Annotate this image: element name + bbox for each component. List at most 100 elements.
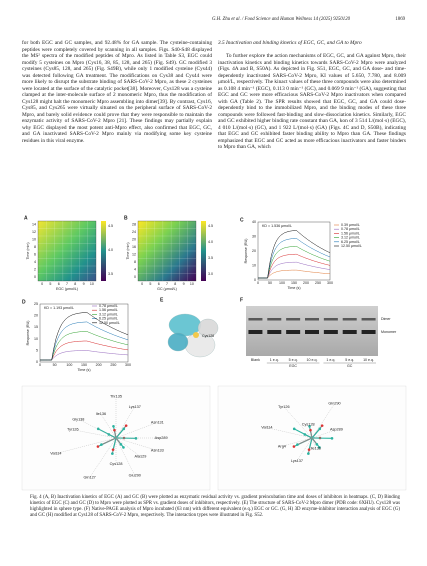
group-label: EGC: [289, 364, 297, 368]
gel-band: [342, 318, 357, 321]
gel-band: [267, 330, 282, 334]
sensorgram-curve: [40, 331, 129, 361]
residue-label: Gln290: [328, 402, 340, 406]
atom: [111, 452, 114, 455]
panel-label: F: [240, 297, 243, 303]
x-tick-label: 50: [53, 363, 57, 367]
x-tick-label: 0: [41, 282, 43, 286]
interaction-line: [281, 437, 313, 447]
x-tick-label: 8: [74, 282, 76, 286]
sensorgram-curve: [258, 261, 331, 279]
sensorgram-curve: [40, 321, 129, 361]
y-tick-label: 16: [132, 245, 136, 249]
y-tick-label: 10: [32, 238, 36, 242]
residue-label: Asp289: [330, 428, 343, 432]
bond: [115, 437, 122, 445]
x-tick-label: 5: [149, 282, 151, 286]
y-tick-label: 0: [254, 278, 256, 282]
atom: [112, 424, 115, 428]
y-tick-label: 30: [252, 234, 256, 238]
x-tick-label: 300: [125, 363, 131, 367]
y-tick-label: 20: [252, 249, 256, 253]
bond: [112, 437, 117, 450]
residue-label: Cys128: [110, 462, 123, 466]
interaction-line: [115, 437, 135, 476]
protein-ribbon: [197, 318, 219, 338]
kd-annotation: KD = 1.193 μmol/L: [44, 306, 74, 310]
page-number: 1869: [395, 17, 405, 22]
lane-label: 1 e.q.: [326, 358, 335, 362]
residue-label: Thr135: [110, 394, 122, 398]
gel-band: [305, 318, 319, 321]
y-axis-label: Time (min): [26, 242, 30, 259]
kd-annotation: KD = 1.536 μmol/L: [262, 224, 292, 228]
x-tick-label: 7: [166, 282, 168, 286]
residue-label: Ile136: [96, 412, 106, 416]
x-tick-label: 50: [268, 281, 272, 285]
x-axis-label: GC (μmol/L): [157, 287, 177, 291]
y-tick-label: 20: [34, 314, 38, 318]
interaction-line: [72, 429, 117, 439]
bond: [293, 428, 313, 439]
residue-label: Arg4: [278, 444, 286, 448]
y-tick-label: 5: [36, 348, 38, 352]
bond: [113, 430, 117, 439]
panel-label: A: [24, 215, 28, 221]
legend-label: 0.39 μmol/L: [341, 223, 360, 227]
protein-ribbon: [167, 332, 189, 352]
y-tick-label: 20: [132, 238, 136, 242]
legend-label: 6.25 μmol/L: [99, 317, 118, 321]
atom: [307, 448, 311, 451]
interaction-line: [266, 427, 313, 439]
atom: [330, 437, 334, 440]
legend-label: 12.50 μmol/L: [99, 321, 120, 325]
figure-caption: Fig. 4 (A, B) Inactivation kinetics of E…: [30, 495, 400, 518]
residue-label: Glu290: [129, 473, 141, 477]
bond: [308, 437, 313, 450]
y-tick-label: 0: [36, 360, 38, 364]
y-tick-label: 15: [34, 325, 38, 329]
x-tick-label: 100: [66, 363, 72, 367]
lane-label: 1 e.q.: [270, 358, 279, 362]
y-tick-label: 0: [34, 275, 36, 279]
interaction-line: [296, 437, 313, 461]
cys-sphere: [193, 332, 199, 338]
lane-label: 5 e.q.: [345, 358, 354, 362]
y-tick-label: 4: [34, 260, 36, 264]
x-tick-label: 9: [83, 282, 85, 286]
x-tick-label: 10: [90, 282, 94, 286]
residue-label: Ile136: [311, 446, 321, 450]
residue-label: Tyr126: [67, 428, 79, 432]
x-tick-label: 250: [110, 363, 116, 367]
gel-band: [267, 318, 282, 321]
sensorgram-curve: [258, 238, 331, 279]
interaction-line: [311, 429, 337, 439]
sensorgram-curve: [258, 253, 331, 279]
atom: [119, 443, 123, 446]
x-tick-label: 8: [174, 282, 176, 286]
y-tick-label: 25: [34, 302, 38, 306]
gel-band: [248, 330, 263, 334]
atom: [318, 446, 321, 449]
legend-label: 1.56 μmol/L: [341, 231, 360, 235]
left-paragraph: for both EGC and GC samples, and 92.48% …: [22, 40, 212, 144]
y-axis-label: Time (min): [126, 242, 130, 259]
interaction-line: [311, 403, 335, 439]
residue-label: Val114: [261, 426, 272, 430]
atom: [292, 445, 296, 448]
y-tick-label: 12: [32, 230, 36, 234]
gel-band: [323, 318, 338, 321]
atom: [122, 427, 126, 431]
gel-band: [286, 330, 301, 334]
y-tick-label: 4: [134, 268, 136, 272]
plot-frame: [39, 303, 129, 363]
interaction-line: [55, 437, 117, 454]
lane-label: 10 e.q.: [307, 358, 318, 362]
x-tick-label: 0: [257, 281, 259, 285]
interaction-line: [115, 406, 135, 439]
x-tick-label: 250: [315, 281, 321, 285]
y-tick-label: 24: [132, 230, 136, 234]
x-tick-label: 200: [96, 363, 102, 367]
legend-label: 6.25 μmol/L: [341, 240, 360, 244]
